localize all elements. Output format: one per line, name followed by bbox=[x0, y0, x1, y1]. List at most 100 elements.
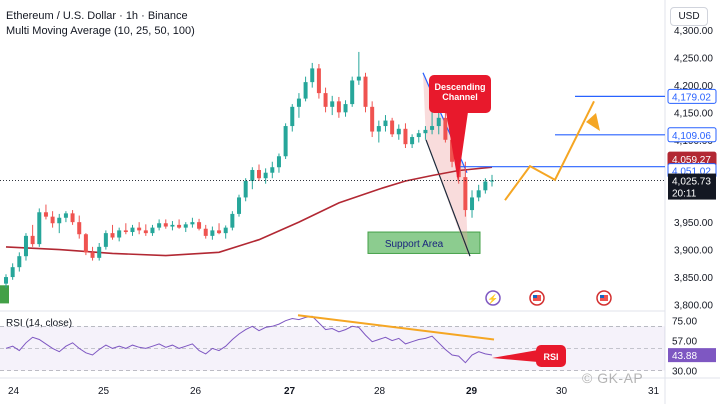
left-edge-marker bbox=[0, 285, 9, 304]
candle-body bbox=[310, 68, 315, 83]
candle-body bbox=[290, 106, 295, 127]
x-tick-label: 29 bbox=[466, 386, 478, 397]
candle-body bbox=[463, 177, 468, 211]
candle-body bbox=[117, 230, 122, 238]
y-tick-label: 4,300.00 bbox=[674, 26, 713, 37]
candle-body bbox=[410, 137, 415, 145]
rsi-callout-pointer bbox=[492, 350, 538, 362]
chart-title: Ethereum / U.S. Dollar · 1h · Binance bbox=[6, 10, 188, 22]
rsi-current-tag bbox=[668, 348, 716, 363]
candle-body bbox=[37, 212, 42, 245]
candle-body bbox=[143, 230, 148, 234]
y-tick-label: 4,150.00 bbox=[674, 108, 713, 119]
candle-body bbox=[4, 277, 8, 284]
candle-body bbox=[43, 212, 48, 217]
candle-body bbox=[230, 213, 235, 228]
candle-body bbox=[137, 227, 142, 231]
x-tick-label: 24 bbox=[8, 386, 20, 397]
candle-body bbox=[203, 228, 208, 236]
candle-body bbox=[370, 106, 375, 132]
candle-body bbox=[90, 252, 95, 258]
descending-channel-label: Descending bbox=[434, 82, 485, 92]
candle-body bbox=[270, 167, 275, 173]
candle-body bbox=[237, 197, 242, 214]
y-tick-label: 3,800.00 bbox=[674, 301, 713, 312]
candle-body bbox=[17, 256, 22, 268]
us-flag-canton bbox=[533, 295, 537, 298]
candle-body bbox=[343, 104, 348, 113]
candle-body bbox=[57, 217, 62, 224]
projection-arrowhead bbox=[586, 113, 600, 131]
candle-body bbox=[23, 235, 28, 257]
candle-body bbox=[157, 223, 162, 228]
x-tick-label: 26 bbox=[190, 386, 202, 397]
candle-body bbox=[70, 213, 75, 223]
y-tick-label: 3,950.00 bbox=[674, 218, 713, 229]
rsi-current-value: 43.88 bbox=[672, 351, 697, 362]
candle-body bbox=[376, 126, 381, 132]
candle-body bbox=[256, 169, 261, 179]
rsi-title[interactable]: RSI (14, close) bbox=[6, 318, 73, 329]
candle-body bbox=[197, 222, 202, 229]
candle-body bbox=[470, 197, 475, 211]
candle-body bbox=[403, 128, 408, 145]
rsi-tick-label: 57.00 bbox=[672, 337, 697, 348]
level-price-tag-text: 4,179.02 bbox=[672, 92, 711, 103]
current-price-tag bbox=[668, 173, 716, 200]
y-tick-label: 3,900.00 bbox=[674, 246, 713, 257]
candle-body bbox=[243, 180, 248, 198]
candle-body bbox=[130, 227, 135, 233]
candle-body bbox=[490, 180, 494, 182]
y-tick-label: 4,250.00 bbox=[674, 53, 713, 64]
candle-body bbox=[170, 224, 175, 227]
support-area-box bbox=[367, 231, 481, 254]
candle-body bbox=[336, 101, 341, 113]
candle-body bbox=[190, 222, 195, 225]
candle-body bbox=[450, 139, 455, 162]
candle-body bbox=[330, 101, 335, 107]
moving-average-line bbox=[5, 166, 493, 257]
level-price-tag-text: 4,051.02 bbox=[672, 167, 711, 178]
candle-body bbox=[177, 224, 182, 228]
x-tick-label: 28 bbox=[374, 386, 386, 397]
candle-body bbox=[97, 246, 102, 258]
descending-channel-fill bbox=[423, 72, 468, 257]
level-price-tag-text: 4,059.27 bbox=[672, 155, 711, 166]
candle-body bbox=[276, 156, 281, 168]
us-flag-canton bbox=[600, 295, 604, 298]
candle-body bbox=[77, 222, 82, 235]
rsi-divergence-line bbox=[297, 314, 495, 341]
candle-body bbox=[316, 68, 321, 94]
rsi-callout-label: RSI bbox=[543, 352, 558, 362]
candle-body bbox=[323, 93, 328, 107]
candle-body bbox=[210, 230, 215, 236]
candle-body bbox=[296, 98, 301, 107]
indicator-label[interactable]: Multi Moving Average (10, 25, 50, 100) bbox=[6, 25, 195, 37]
candle-body bbox=[163, 223, 168, 227]
level-price-tag bbox=[667, 127, 717, 143]
candle-body bbox=[183, 224, 188, 228]
candle-body bbox=[110, 233, 115, 238]
candle-body bbox=[383, 120, 388, 127]
candle-body bbox=[423, 129, 428, 134]
descending-channel-label: Channel bbox=[442, 92, 478, 102]
x-tick-label: 27 bbox=[284, 386, 296, 397]
channel-lower-line bbox=[425, 139, 471, 257]
x-tick-label: 30 bbox=[556, 386, 568, 397]
y-tick-label: 4,200.00 bbox=[674, 81, 713, 92]
candle-body bbox=[430, 126, 435, 130]
rsi-line bbox=[5, 315, 493, 364]
candle-body bbox=[303, 82, 308, 99]
lightning-event-icon bbox=[485, 290, 501, 306]
candle-countdown: 20:11 bbox=[672, 189, 697, 200]
descending-channel-callout bbox=[429, 75, 491, 113]
candle-body bbox=[63, 213, 68, 218]
candle-body bbox=[10, 267, 15, 278]
candle-body bbox=[350, 80, 355, 105]
currency-button[interactable]: USD bbox=[670, 7, 708, 26]
support-area-label: Support Area bbox=[385, 239, 444, 250]
x-tick-label: 31 bbox=[648, 386, 660, 397]
candle-body bbox=[363, 76, 368, 107]
